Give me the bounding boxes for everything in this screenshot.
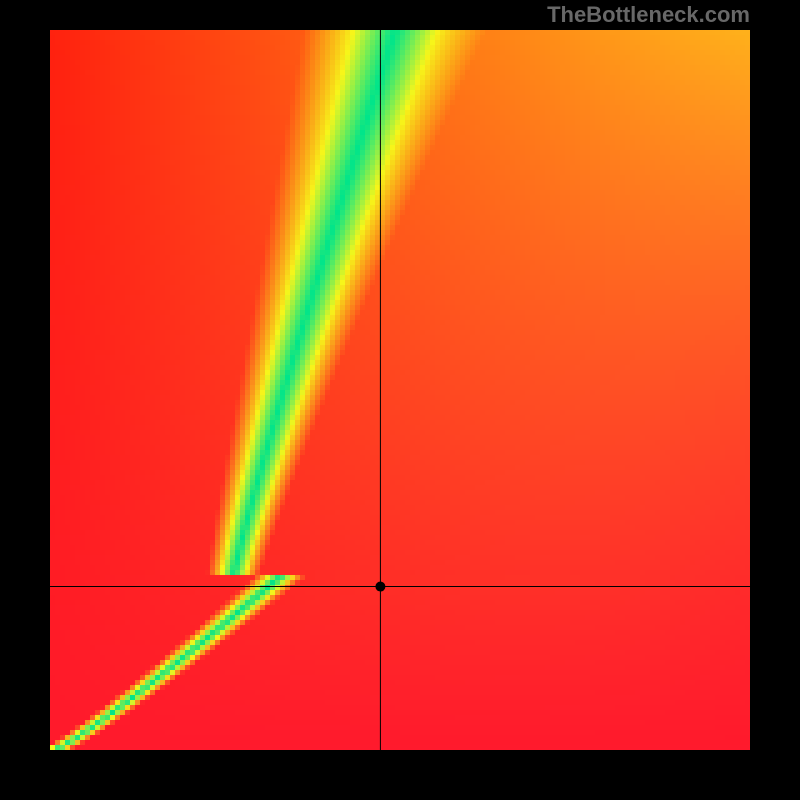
watermark-label: TheBottleneck.com — [547, 2, 750, 28]
heatmap-canvas — [50, 30, 750, 750]
chart-container: TheBottleneck.com — [0, 0, 800, 800]
